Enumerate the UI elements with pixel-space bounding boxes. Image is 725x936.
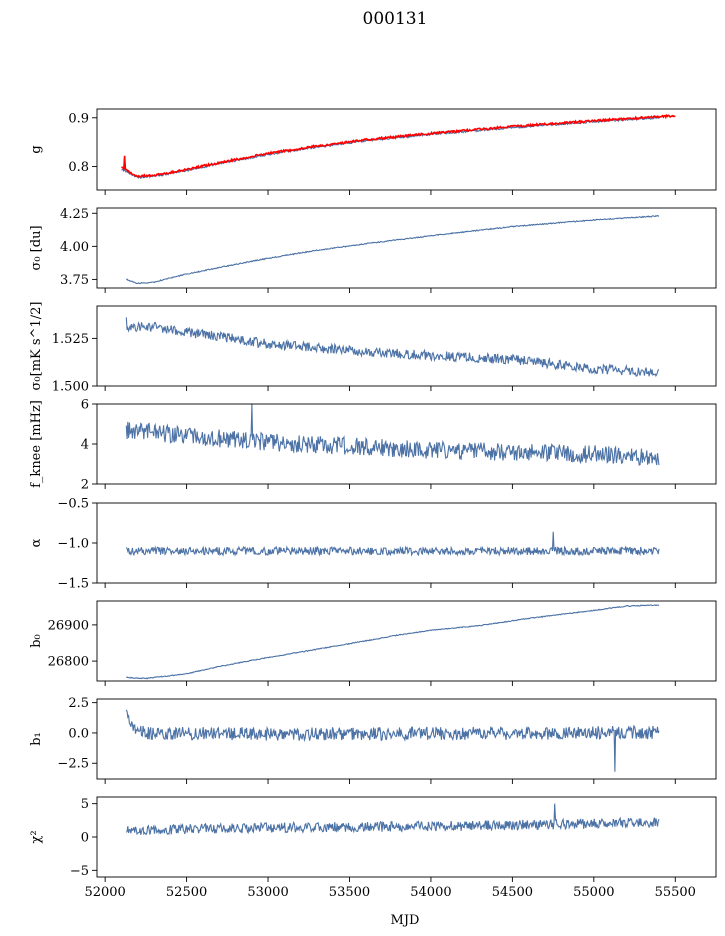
figure-title: 000131 [363,9,428,29]
y-tick-label: 5 [81,797,89,812]
panel-fknee: 2 4 6 f_knee [mHz] [29,398,717,493]
panel-sigma0-mks: 1.500 1.525 σ₀[mK s^1/2] [29,302,717,395]
series-line-chi2-blue [125,803,660,836]
series-line-g-red [121,113,676,179]
y-axis-label-fknee: f_knee [mHz] [29,400,44,488]
y-tick-label: 26900 [48,618,89,633]
x-axis-label: MJD [391,913,420,928]
y-tick-label: 3.75 [60,273,89,288]
panel-frame [96,600,717,682]
y-axis-label-sigma0-mks: σ₀[mK s^1/2] [29,302,44,391]
y-tick-label: −1.0 [57,537,89,552]
y-tick-label: −5 [70,864,89,879]
panel-alpha: −1.5 −1.0 −0.5 α [29,497,717,592]
y-tick-label: 26800 [48,655,89,670]
panel-frame [96,502,717,584]
y-tick-label: 2.5 [68,696,89,711]
y-axis-label-b0: b₀ [29,634,44,648]
x-tick-label: 53000 [247,885,288,900]
y-tick-label: 4 [81,438,89,453]
series-line-g-blue [121,116,660,180]
series-line-sigma0-mks-blue [125,317,660,377]
x-tick-label: 54000 [410,885,451,900]
y-tick-label: −0.5 [57,497,89,512]
y-tick-label: 4.25 [60,207,89,222]
panel-frame [96,305,717,387]
panel-b0: 26800 26900 b₀ [29,600,717,686]
panel-sigma0-du: 3.75 4.00 4.25 σ₀ [du] [29,207,717,293]
y-tick-label: 4.00 [60,240,89,255]
panel-g: 0.8 0.9 g [29,108,717,195]
panel-b1: −2.5 0.0 2.5 b₁ [29,696,717,784]
y-tick-label: 1.500 [52,380,89,395]
y-tick-label: 0.8 [68,160,89,175]
panel-frame [96,796,717,878]
panel-frame [96,207,717,289]
y-axis-label-sigma0-du: σ₀ [du] [29,225,44,270]
y-axis-label-g: g [29,145,44,153]
y-axis-label-alpha: α [29,538,44,547]
y-tick-label: 6 [81,398,89,413]
series-line-b1-blue [125,709,660,772]
x-tick-label: 52500 [166,885,207,900]
panel-frame [96,108,717,191]
panels: 0.8 0.9 g 3.75 4.00 4.25 σ₀ [du] 1.500 1.525 σ₀[m… [29,108,717,900]
y-axis-label-chi2: χ² [29,830,44,843]
x-tick-label: 54500 [492,885,533,900]
panel-frame [96,698,717,780]
series-line-sigma0-du-blue [125,215,660,285]
y-tick-label: 2 [81,478,89,493]
x-tick-label: 52000 [84,885,125,900]
y-tick-label: −2.5 [57,757,89,772]
y-tick-label: 0 [81,831,89,846]
y-tick-label: 0.9 [68,111,89,126]
x-tick-label: 55500 [655,885,696,900]
y-tick-label: 0.0 [68,726,89,741]
x-tick-label: 55000 [573,885,614,900]
series-line-b0-blue [126,604,659,680]
x-tick-label: 53500 [329,885,370,900]
y-tick-label: 1.525 [52,332,89,347]
series-line-alpha-blue [125,531,660,557]
y-axis-label-b1: b₁ [29,732,44,746]
y-tick-label: −1.5 [57,577,89,592]
panel-chi2: −5 0 5 52000 52500 53000 53500 54000 54500 55000 5… [29,796,717,900]
series-line-fknee-blue [125,404,660,466]
